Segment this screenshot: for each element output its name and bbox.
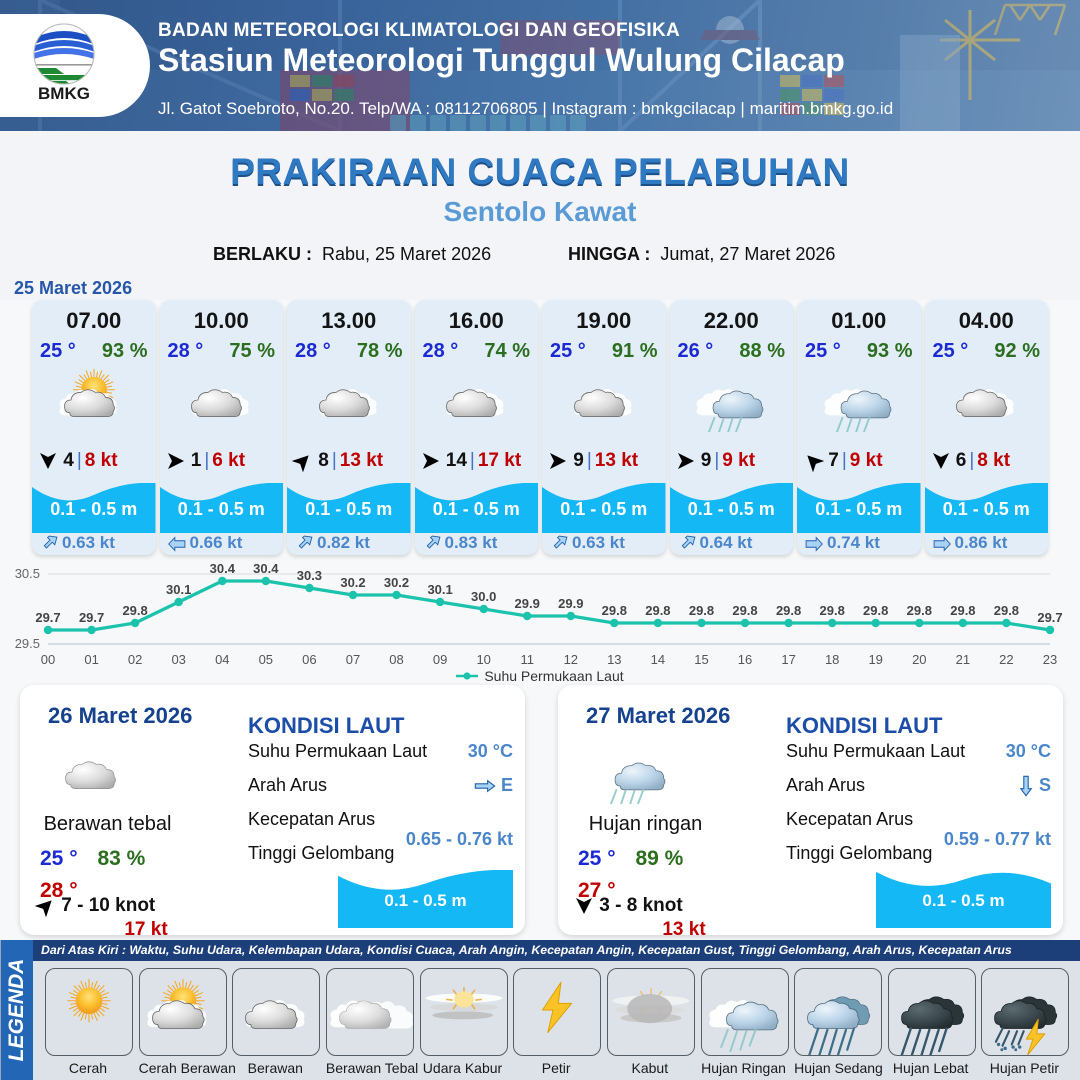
svg-text:18: 18 — [825, 652, 839, 667]
svg-text:29.9: 29.9 — [558, 596, 583, 611]
svg-text:29.8: 29.8 — [732, 603, 757, 618]
svg-text:05: 05 — [259, 652, 273, 667]
svg-text:15: 15 — [694, 652, 708, 667]
svg-text:09: 09 — [433, 652, 447, 667]
svg-text:07: 07 — [346, 652, 360, 667]
svg-text:17: 17 — [781, 652, 795, 667]
svg-text:20: 20 — [912, 652, 926, 667]
svg-text:30.2: 30.2 — [384, 575, 409, 590]
svg-text:29.8: 29.8 — [863, 603, 888, 618]
svg-text:30.2: 30.2 — [340, 575, 365, 590]
svg-text:10: 10 — [476, 652, 490, 667]
svg-text:11: 11 — [520, 652, 534, 667]
svg-text:19: 19 — [868, 652, 882, 667]
svg-text:29.8: 29.8 — [776, 603, 801, 618]
svg-text:00: 00 — [41, 652, 55, 667]
svg-text:14: 14 — [651, 652, 665, 667]
svg-text:16: 16 — [738, 652, 752, 667]
svg-text:29.8: 29.8 — [994, 603, 1019, 618]
svg-text:30.3: 30.3 — [297, 568, 322, 583]
svg-text:29.5: 29.5 — [15, 636, 40, 651]
svg-text:30.0: 30.0 — [471, 589, 496, 604]
svg-text:22: 22 — [999, 652, 1013, 667]
svg-text:29.8: 29.8 — [820, 603, 845, 618]
svg-text:BMKG: BMKG — [38, 84, 90, 103]
svg-text:29.8: 29.8 — [907, 603, 932, 618]
svg-text:29.7: 29.7 — [79, 610, 104, 625]
svg-text:04: 04 — [215, 652, 229, 667]
svg-text:30.1: 30.1 — [427, 582, 452, 597]
svg-text:12: 12 — [564, 652, 578, 667]
svg-text:29.8: 29.8 — [689, 603, 714, 618]
svg-text:08: 08 — [389, 652, 403, 667]
svg-text:30.4: 30.4 — [253, 561, 279, 576]
svg-text:29.7: 29.7 — [35, 610, 60, 625]
svg-text:30.5: 30.5 — [15, 566, 40, 581]
svg-text:30.4: 30.4 — [210, 561, 236, 576]
svg-text:13: 13 — [607, 652, 621, 667]
svg-text:29.8: 29.8 — [645, 603, 670, 618]
svg-text:23: 23 — [1043, 652, 1057, 667]
svg-text:30.1: 30.1 — [166, 582, 191, 597]
svg-text:29.8: 29.8 — [602, 603, 627, 618]
svg-text:29.8: 29.8 — [950, 603, 975, 618]
svg-text:29.7: 29.7 — [1037, 610, 1062, 625]
svg-text:03: 03 — [171, 652, 185, 667]
svg-text:01: 01 — [84, 652, 98, 667]
svg-text:06: 06 — [302, 652, 316, 667]
svg-text:21: 21 — [956, 652, 970, 667]
svg-text:29.9: 29.9 — [515, 596, 540, 611]
svg-text:29.8: 29.8 — [122, 603, 147, 618]
svg-text:02: 02 — [128, 652, 142, 667]
